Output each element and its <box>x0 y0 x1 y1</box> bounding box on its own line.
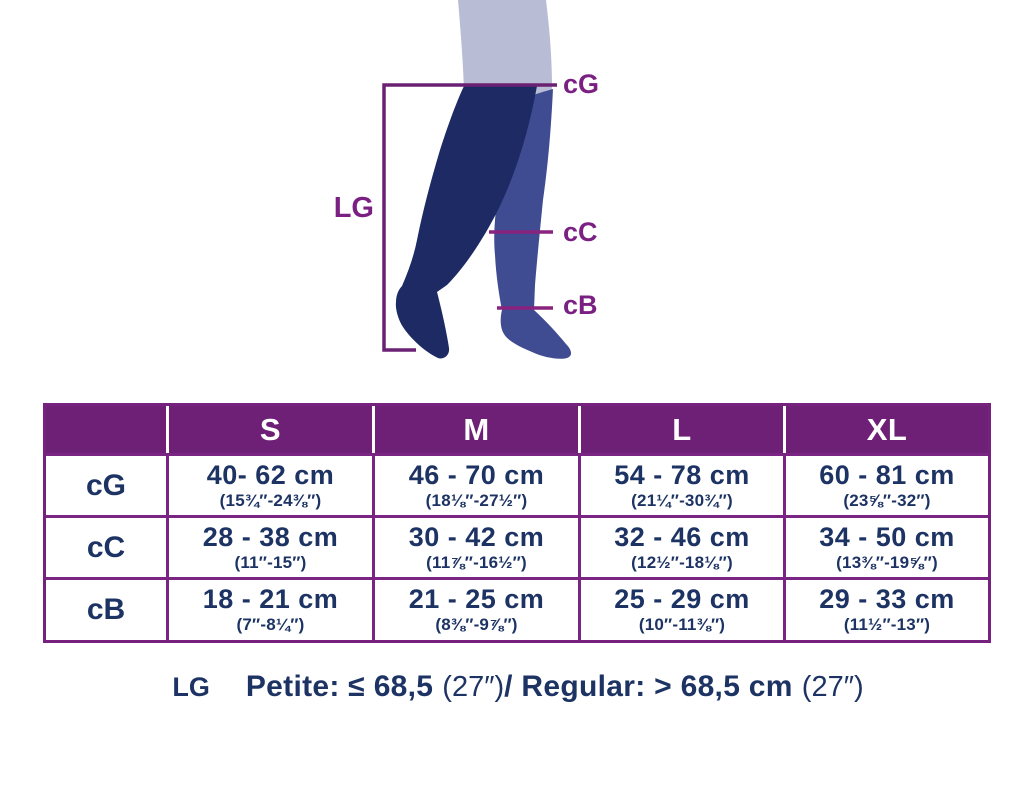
cell-cc-m: 30 - 42 cm (11⅞″-16½″) <box>372 515 578 577</box>
cg-label: cG <box>563 69 599 99</box>
measure-cm: 21 - 25 cm <box>408 584 545 615</box>
cell-cg-s: 40- 62 cm (15¾″-24⅜″) <box>166 453 372 515</box>
measure-inches: (12½″-18⅛″) <box>631 552 733 572</box>
legend-petite-inches: (27″) <box>442 671 505 703</box>
measure-cm: 32 - 46 cm <box>614 521 750 552</box>
measure-inches: (13⅜″-19⅝″) <box>836 552 938 572</box>
row-label-cb: cB <box>46 577 166 640</box>
cell-cc-l: 32 - 46 cm (12½″-18⅛″) <box>578 515 783 577</box>
legend-regular-inches: (27″) <box>801 671 864 703</box>
measure-inches: (11⅞″-16½″) <box>426 552 527 572</box>
lg-bracket <box>382 83 455 352</box>
cb-label: cB <box>563 290 598 320</box>
legend-lg-label: LG <box>172 672 210 702</box>
leg-measurement-diagram: LG cG cC cB <box>334 0 599 359</box>
measure-cm: 54 - 78 cm <box>614 459 750 490</box>
lg-length-legend: LG Petite: ≤ 68,5 (27″) / Regular: > 68,… <box>0 670 1036 704</box>
measure-cm: 25 - 29 cm <box>614 584 750 615</box>
measure-inches: (10″-11⅜″) <box>638 615 726 635</box>
legend-petite-text: Petite: ≤ 68,5 <box>245 670 434 703</box>
header-size-s: S <box>166 406 372 453</box>
header-empty-cell <box>46 406 166 453</box>
front-leg <box>395 86 537 359</box>
header-size-l: L <box>578 406 783 453</box>
cell-cg-m: 46 - 70 cm (18⅛″-27½″) <box>372 453 578 515</box>
legend-regular-text: / Regular: > 68,5 cm <box>504 670 793 703</box>
measure-cm: 46 - 70 cm <box>408 459 545 490</box>
measure-cm: 40- 62 cm <box>206 459 335 490</box>
header-size-xl: XL <box>783 406 988 453</box>
cc-label: cC <box>563 217 598 247</box>
cell-cb-m: 21 - 25 cm (8⅜″-9⅞″) <box>372 577 578 640</box>
lg-label: LG <box>334 192 374 224</box>
cell-cg-l: 54 - 78 cm (21¼″-30¾″) <box>578 453 783 515</box>
size-table: S M L XL cG 40- 62 cm (15¾″-24⅜″) 46 - 7… <box>43 403 991 643</box>
cell-cb-s: 18 - 21 cm (7″-8¼″) <box>166 577 372 640</box>
row-label-cc: cC <box>46 515 166 577</box>
cell-cg-xl: 60 - 81 cm (23⅝″-32″) <box>783 453 988 515</box>
cell-cc-s: 28 - 38 cm (11″-15″) <box>166 515 372 577</box>
measure-cm: 30 - 42 cm <box>408 521 545 552</box>
header-size-m: M <box>372 406 578 453</box>
measure-cm: 34 - 50 cm <box>819 521 955 552</box>
measure-inches: (23⅝″-32″) <box>843 490 931 510</box>
measure-inches: (8⅜″-9⅞″) <box>435 615 518 635</box>
measure-inches: (15¾″-24⅜″) <box>219 490 322 510</box>
row-label-cg: cG <box>46 453 166 515</box>
cell-cb-xl: 29 - 33 cm (11½″-13″) <box>783 577 988 640</box>
measure-inches: (11″-15″) <box>234 552 307 572</box>
measure-cm: 60 - 81 cm <box>819 459 955 490</box>
measure-cm: 28 - 38 cm <box>202 521 339 552</box>
measure-inches: (7″-8¼″) <box>236 615 305 635</box>
measure-inches: (11½″-13″) <box>843 615 931 635</box>
measure-cm: 18 - 21 cm <box>202 584 339 615</box>
measure-inches: (21¼″-30¾″) <box>631 490 733 510</box>
measure-inches: (18⅛″-27½″) <box>425 490 528 510</box>
cell-cb-l: 25 - 29 cm (10″-11⅜″) <box>578 577 783 640</box>
cell-cc-xl: 34 - 50 cm (13⅜″-19⅝″) <box>783 515 988 577</box>
measure-cm: 29 - 33 cm <box>819 584 955 615</box>
